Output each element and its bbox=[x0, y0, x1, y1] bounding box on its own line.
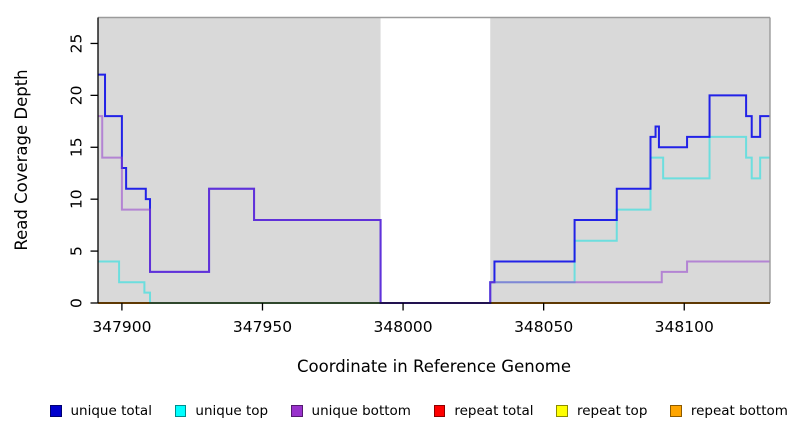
axes-layer: 0 5 10 15 20 25 347900 347950 348000 348050 348100 bbox=[68, 16, 771, 336]
legend-swatch-icon bbox=[291, 405, 303, 417]
shaded-band bbox=[490, 17, 770, 303]
y-axis-title: Read Coverage Depth bbox=[12, 69, 31, 250]
legend-swatch-icon bbox=[50, 405, 62, 417]
series-line-unique-total bbox=[98, 73, 770, 304]
series-line-unique-bottom bbox=[98, 115, 770, 304]
x-tick-label: 347950 bbox=[233, 318, 292, 336]
legend-label: unique bottom bbox=[311, 403, 411, 419]
y-tick-label: 0 bbox=[68, 298, 86, 308]
legend-label: repeat bottom bbox=[690, 403, 788, 419]
legend-item: unique top bbox=[174, 403, 269, 419]
y-tick-label: 25 bbox=[68, 34, 86, 54]
y-tick-label: 15 bbox=[68, 137, 86, 157]
legend-item: repeat total bbox=[433, 403, 534, 419]
legend-swatch-icon bbox=[556, 405, 568, 417]
legend: unique total unique top unique bottom repea… bbox=[50, 399, 788, 423]
y-tick-label: 10 bbox=[68, 189, 86, 209]
legend-swatch-icon bbox=[670, 405, 682, 417]
legend-item: unique bottom bbox=[291, 403, 411, 419]
legend-label: repeat total bbox=[454, 403, 534, 419]
legend-item: repeat top bbox=[556, 403, 647, 419]
shaded-band bbox=[98, 17, 381, 303]
x-axis-title: Coordinate in Reference Genome bbox=[297, 357, 571, 376]
background-bands-layer bbox=[98, 17, 770, 303]
y-tick-label: 20 bbox=[68, 85, 86, 105]
legend-item: repeat bottom bbox=[670, 403, 788, 419]
legend-item: unique total bbox=[50, 403, 152, 419]
legend-label: unique total bbox=[70, 403, 152, 419]
legend-label: unique top bbox=[195, 403, 269, 419]
series-line-unique-top bbox=[98, 135, 770, 304]
coverage-plot-canvas: 0 5 10 15 20 25 347900 347950 348000 348050 348100… bbox=[12, 16, 771, 376]
x-tick-label: 347900 bbox=[92, 318, 151, 336]
x-tick-label: 348100 bbox=[655, 318, 714, 336]
x-tick-label: 348050 bbox=[514, 318, 573, 336]
y-tick-label: 5 bbox=[68, 246, 86, 256]
x-tick-label: 348000 bbox=[373, 318, 432, 336]
legend-swatch-icon bbox=[174, 405, 187, 417]
legend-swatch-icon bbox=[433, 405, 446, 417]
legend-label: repeat top bbox=[576, 403, 648, 419]
